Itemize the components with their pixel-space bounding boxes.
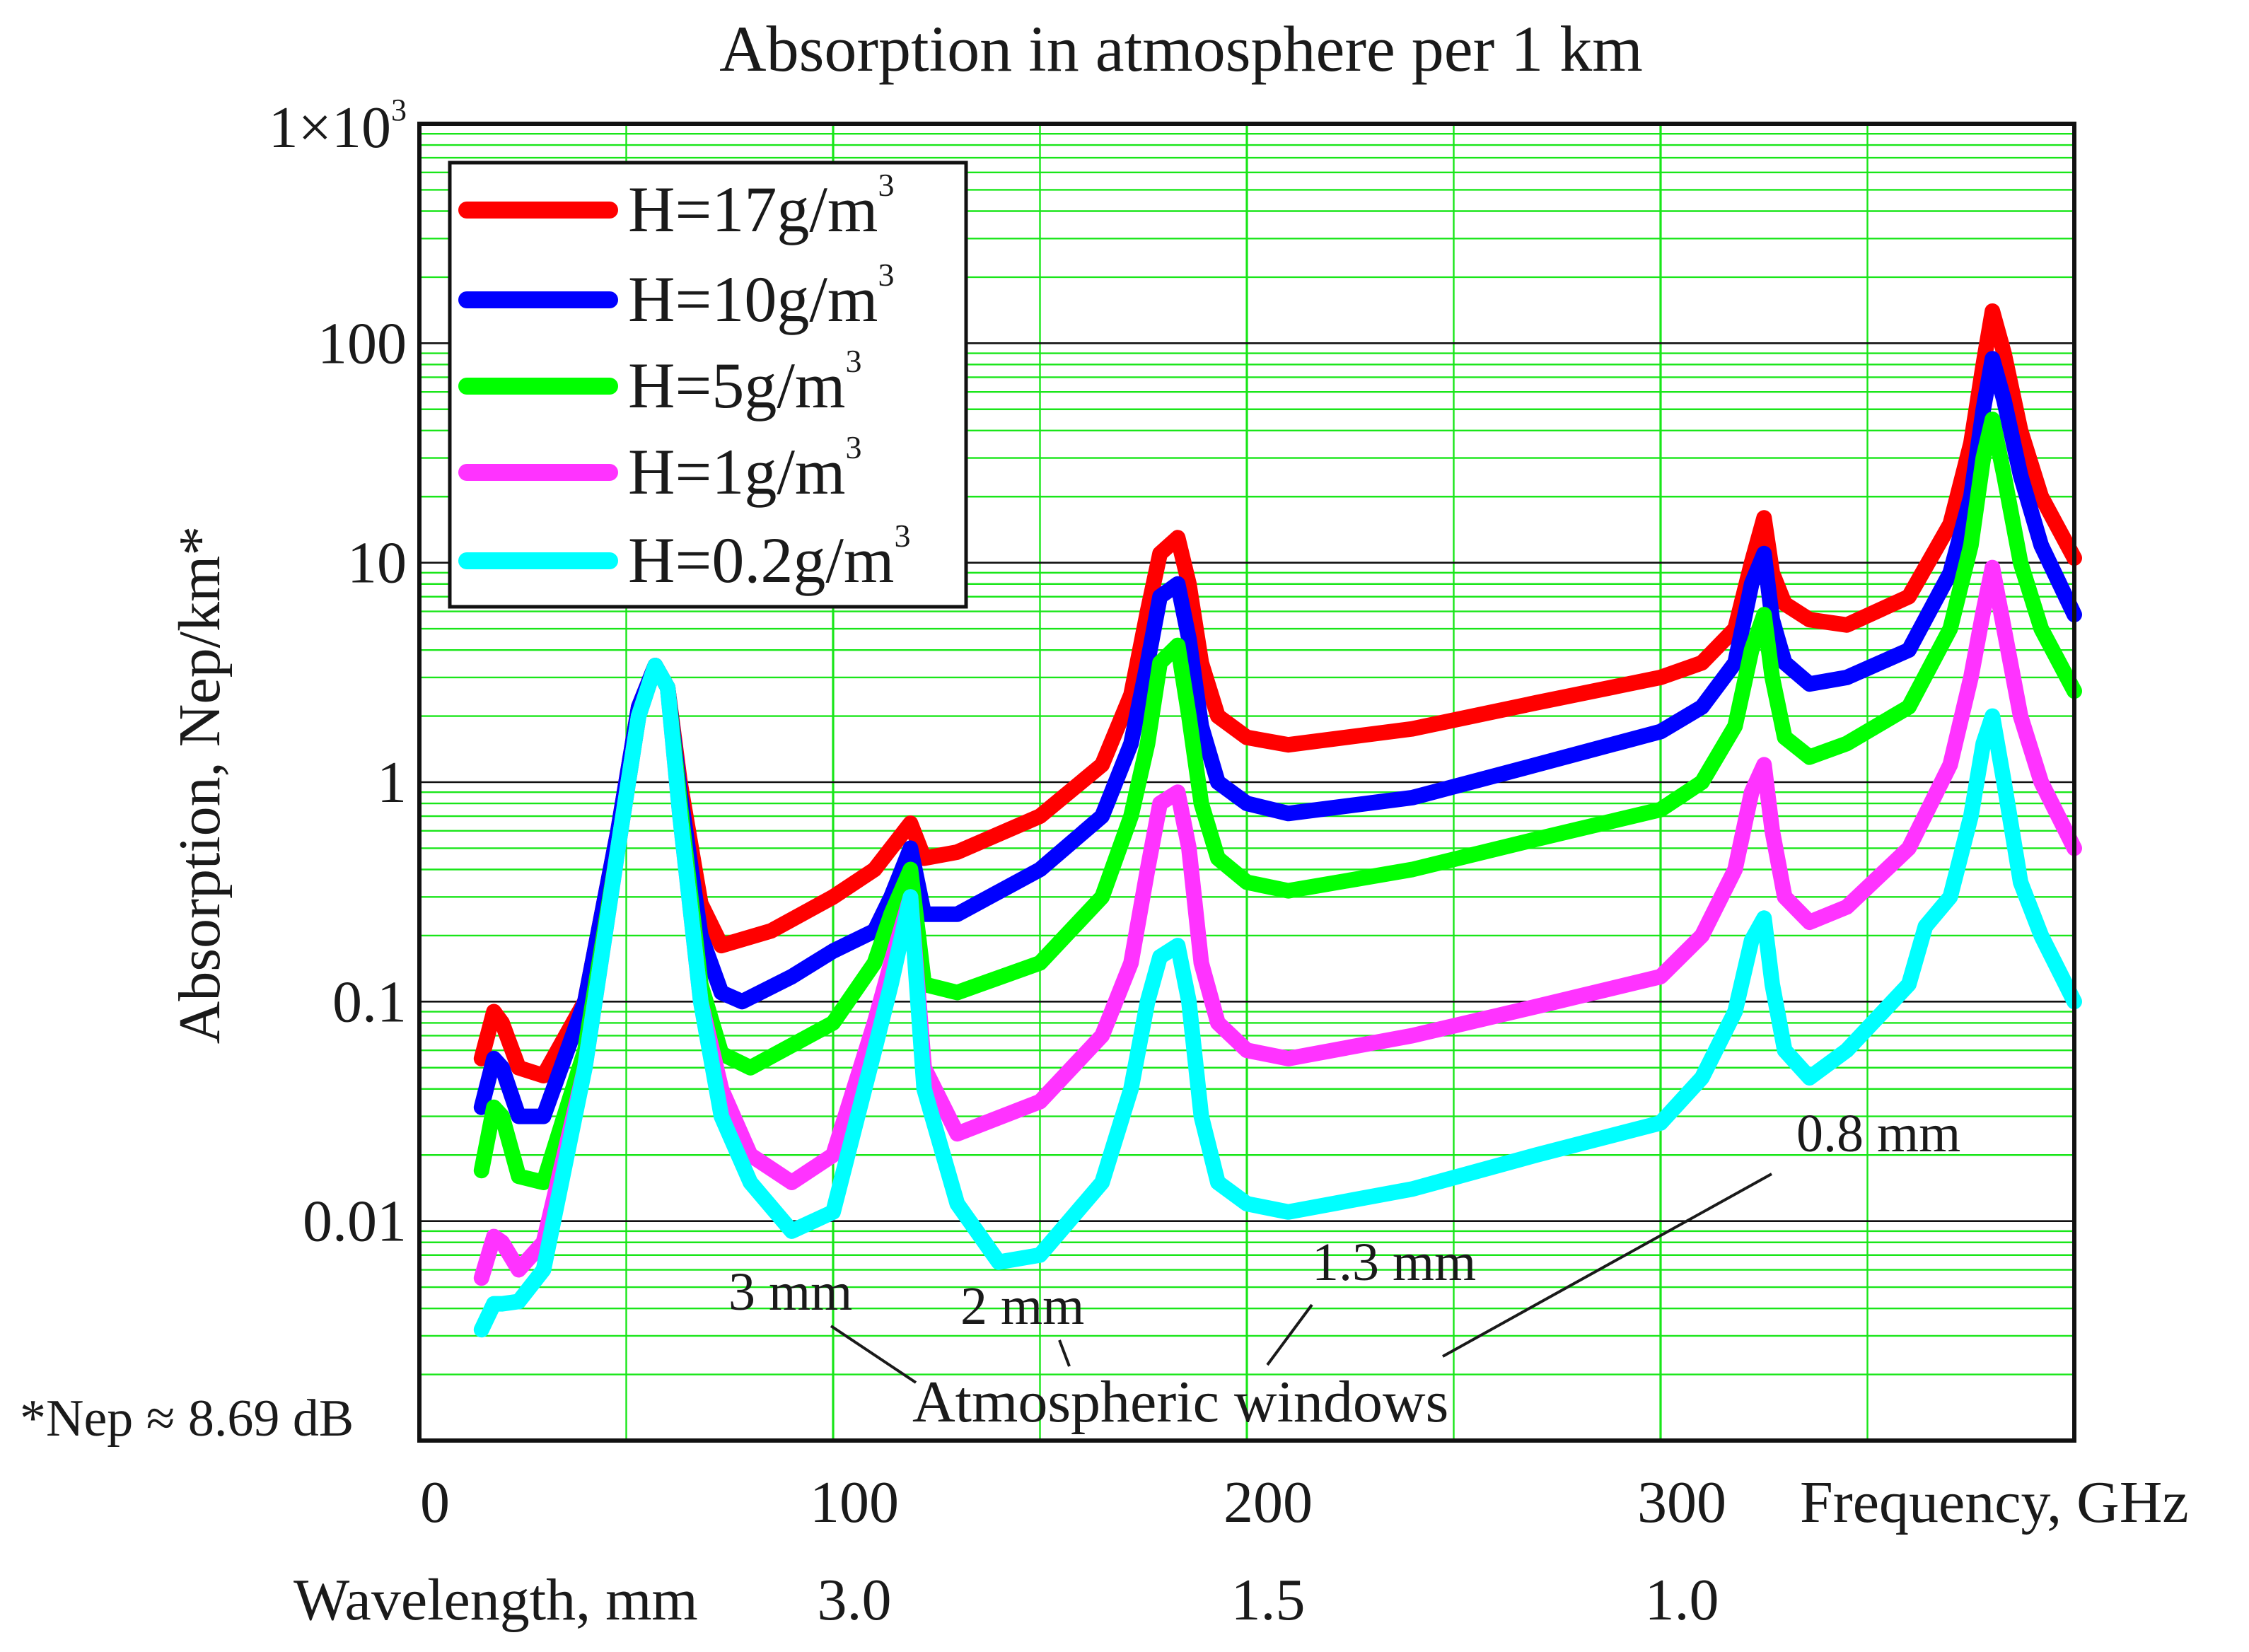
legend-label-sup: 3 — [878, 257, 894, 293]
x-tick-label: 0 — [420, 1470, 450, 1535]
legend-label-sup: 3 — [894, 518, 910, 554]
x-tick-label: 300 — [1637, 1470, 1726, 1535]
y-top-tick-exp: 3 — [391, 93, 407, 127]
legend-label-sup: 3 — [845, 343, 861, 379]
y-tick-label: 10 — [347, 530, 407, 596]
window-label-1-3mm: 1.3 mm — [1312, 1233, 1476, 1292]
x-axis-label: Frequency, GHz — [1800, 1470, 2189, 1535]
wavelength-axis-label: Wavelength, mm — [294, 1567, 698, 1633]
y-tick-label: 1 — [377, 750, 407, 815]
plot-curves — [473, 303, 2082, 1338]
x-axis-ticks: 0 100 200 300 — [420, 1470, 1726, 1535]
legend-label-4: H=0.2g/m3 — [628, 518, 910, 596]
window-pointer-2mm — [1058, 1339, 1071, 1367]
legend-label-text: H=0.2g/m — [628, 524, 894, 596]
window-pointer-3mm — [830, 1325, 917, 1384]
y-tick-label: 100 — [318, 310, 407, 376]
chart-title: Absorption in atmosphere per 1 km — [719, 13, 1643, 85]
legend-label-2: H=5g/m3 — [628, 343, 861, 421]
legend-label-0: H=17g/m3 — [628, 167, 894, 245]
y-top-tick-base: 1×10 — [269, 95, 391, 161]
wavelength-axis-ticks: 3.0 1.5 1.0 — [818, 1567, 1719, 1633]
atmospheric-windows-label: Atmospheric windows — [912, 1369, 1448, 1435]
y-axis-label: Absorption, Nep/km* — [167, 526, 233, 1045]
legend-label-text: H=10g/m — [628, 263, 878, 335]
legend-label-text: H=17g/m — [628, 173, 878, 245]
legend-label-sup: 3 — [878, 167, 894, 203]
wavelength-tick-label: 1.0 — [1645, 1567, 1719, 1633]
y-tick-label: 0.01 — [303, 1189, 407, 1255]
plot-frame — [417, 122, 2076, 1443]
legend-label-1: H=10g/m3 — [628, 257, 894, 335]
series-line-4 — [473, 658, 2082, 1338]
window-pointer-1-3mm — [1266, 1303, 1313, 1366]
y-tick-label: 0.1 — [332, 969, 407, 1035]
footnote: *Nep ≈ 8.69 dB — [20, 1390, 354, 1448]
y-axis-ticks: 0.01 0.1 1 10 100 — [303, 310, 407, 1254]
window-label-3mm: 3 mm — [728, 1262, 852, 1322]
wavelength-tick-label: 1.5 — [1231, 1567, 1306, 1633]
legend-label-text: H=1g/m — [628, 436, 845, 508]
window-label-0-8mm: 0.8 mm — [1796, 1104, 1960, 1163]
legend-label-sup: 3 — [845, 429, 861, 465]
x-tick-label: 100 — [810, 1470, 899, 1535]
window-pointer-0-8mm — [1442, 1173, 1772, 1358]
x-tick-label: 200 — [1224, 1470, 1313, 1535]
legend: H=17g/m3H=10g/m3H=5g/m3H=1g/m3H=0.2g/m3 — [448, 161, 968, 609]
window-label-2mm: 2 mm — [960, 1276, 1084, 1336]
y-top-tick-label: 1×103 — [269, 93, 407, 161]
legend-label-text: H=5g/m — [628, 349, 845, 421]
wavelength-tick-label: 3.0 — [818, 1567, 892, 1633]
legend-label-3: H=1g/m3 — [628, 429, 861, 508]
window-annotations: 3 mm 2 mm 1.3 mm 0.8 mm Atmospheric wind… — [728, 1104, 1960, 1435]
